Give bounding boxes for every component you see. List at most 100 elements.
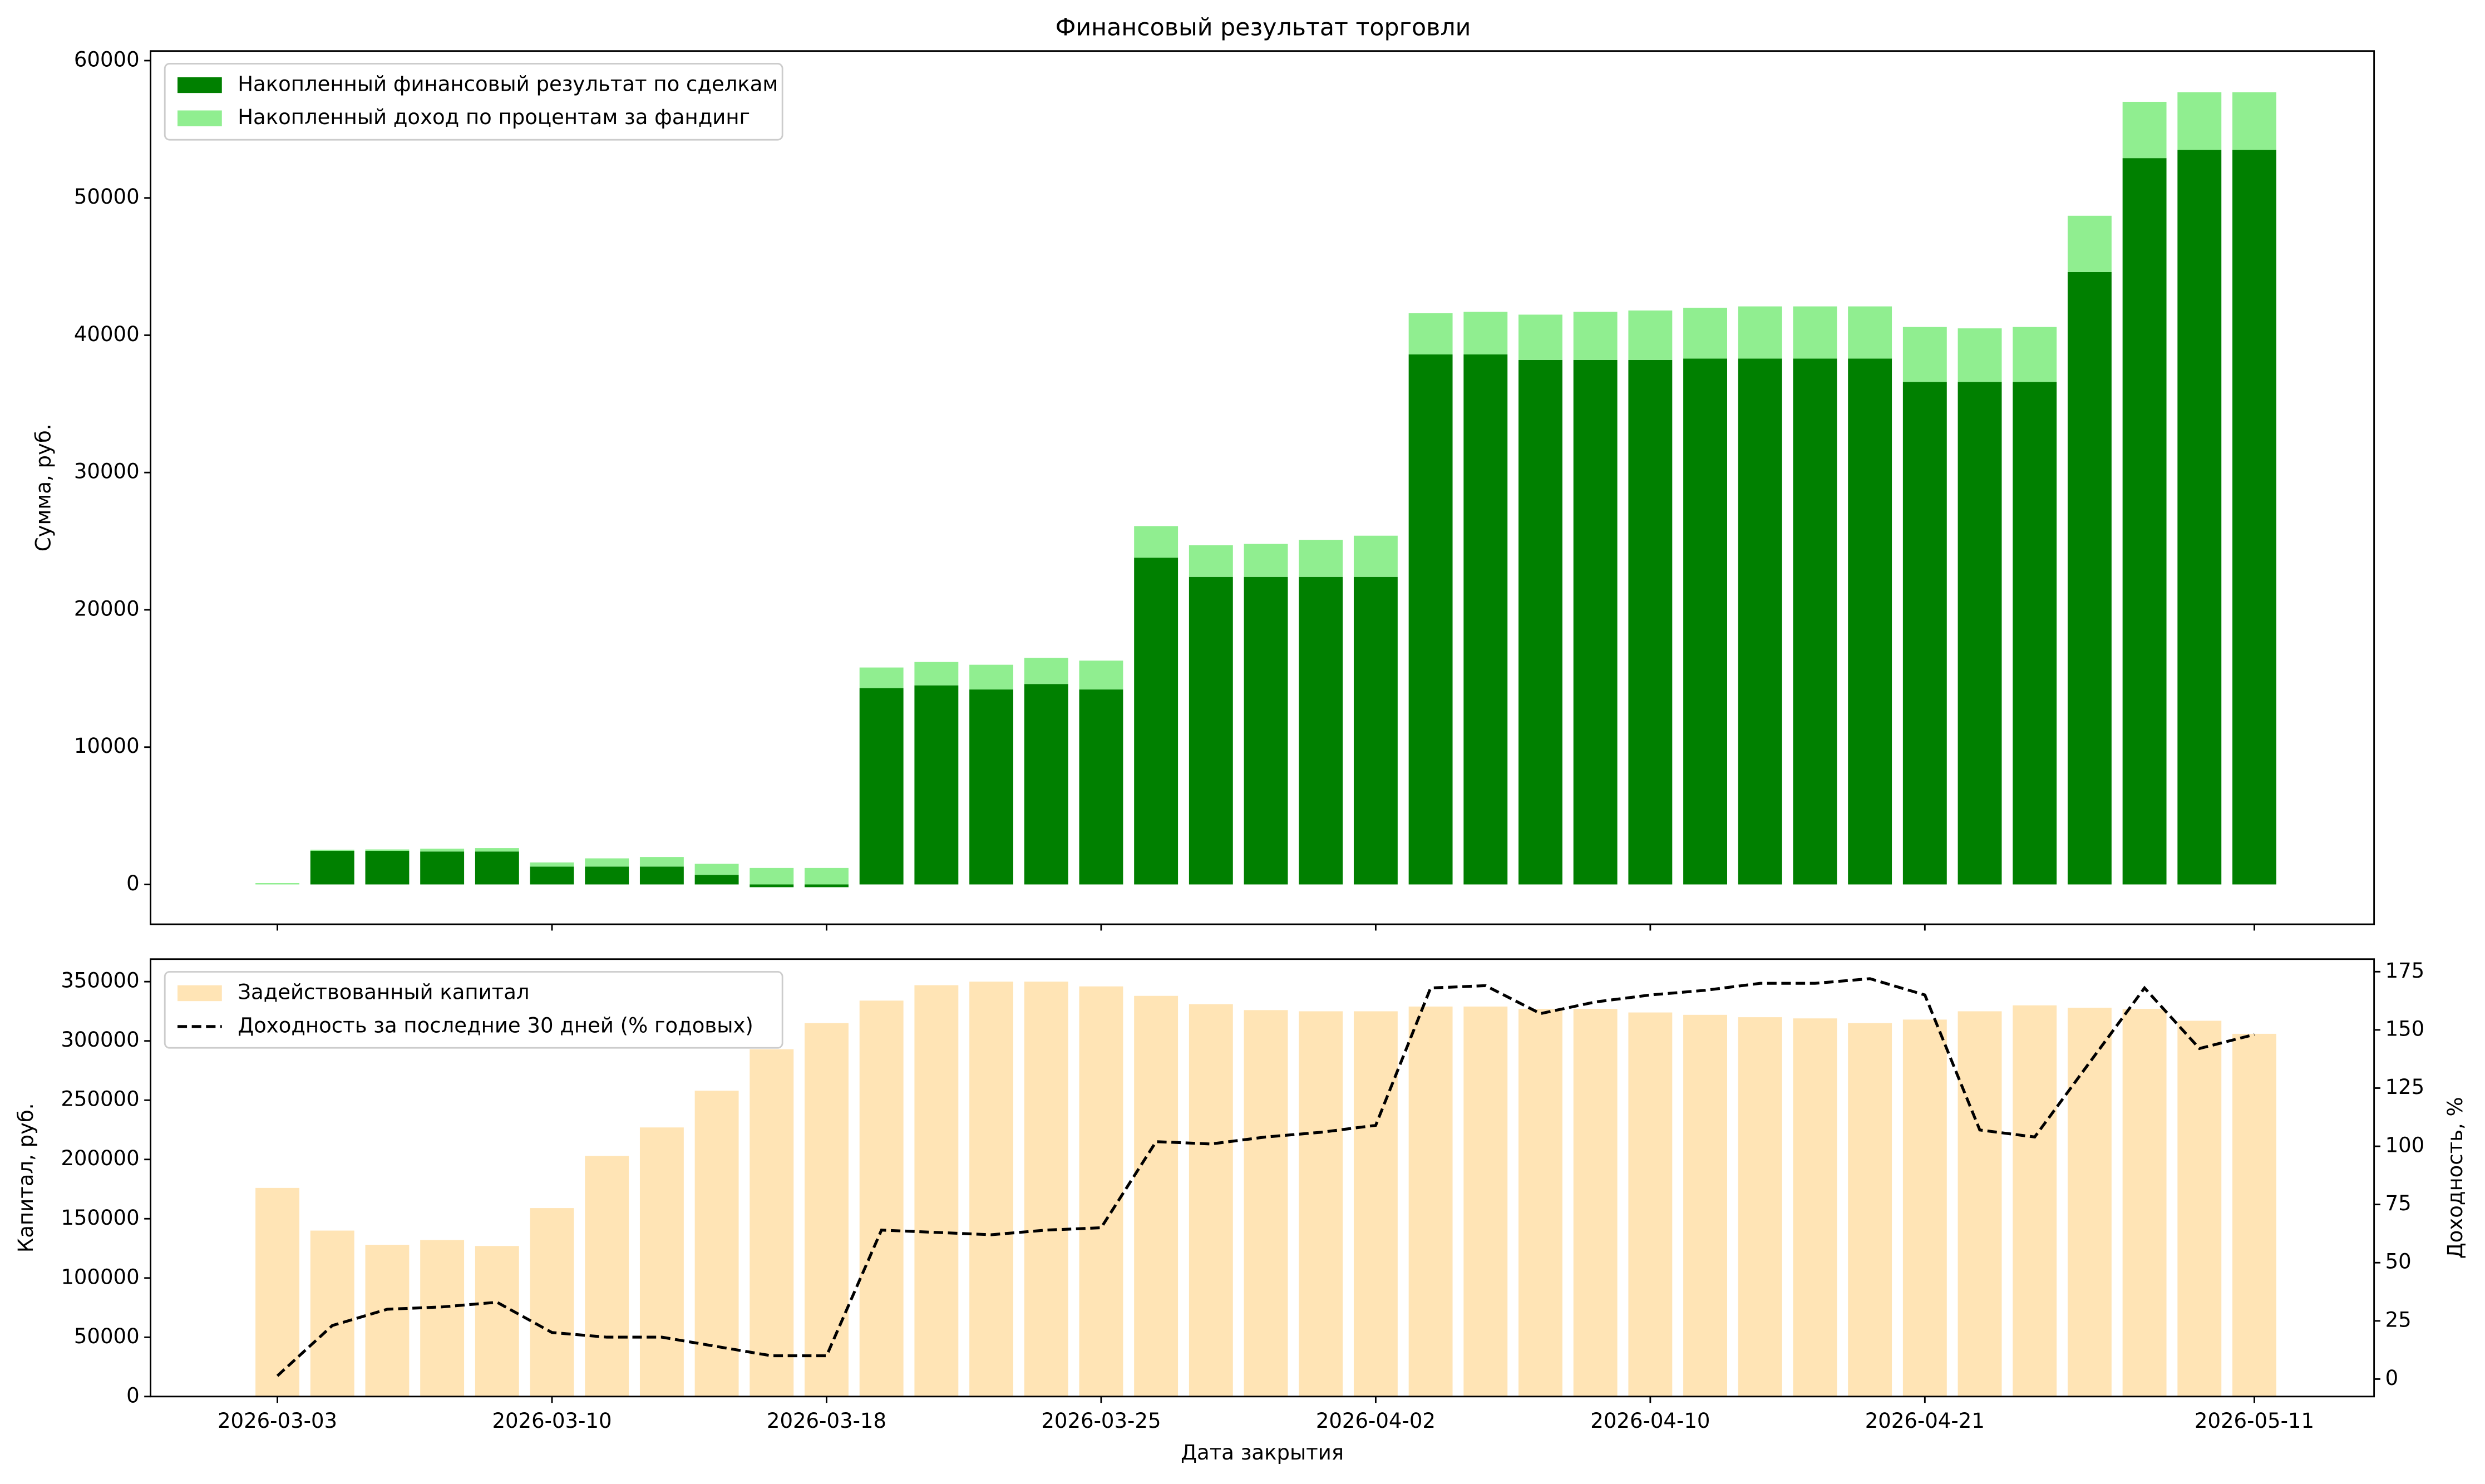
bar xyxy=(255,883,300,885)
x-tick-label: 2026-04-10 xyxy=(1590,1409,1710,1433)
bar xyxy=(2013,382,2057,885)
bar xyxy=(969,689,1014,885)
y2-tick-label: 75 xyxy=(2385,1191,2412,1215)
bar xyxy=(969,982,1014,1397)
bar xyxy=(1738,306,1782,359)
bar xyxy=(1628,310,1673,360)
legend-swatch xyxy=(178,77,222,93)
line xyxy=(276,977,2255,1377)
bar xyxy=(1244,544,1288,577)
bar xyxy=(1079,986,1123,1397)
bar xyxy=(639,866,684,885)
bar xyxy=(310,851,354,885)
legend-swatch xyxy=(178,985,222,1002)
bar xyxy=(1683,358,1728,885)
bar xyxy=(1958,328,2002,382)
bar xyxy=(2122,158,2167,885)
bar xyxy=(475,1246,519,1397)
bar xyxy=(1189,1004,1233,1397)
bar xyxy=(859,1000,904,1397)
y-axis-label: Сумма, руб. xyxy=(31,423,55,551)
bar xyxy=(1793,306,1837,359)
bar xyxy=(1353,1011,1398,1397)
bar xyxy=(1518,1009,1562,1397)
bar xyxy=(1793,358,1837,885)
legend-swatch xyxy=(178,110,222,126)
legend-label: Накопленный доход по процентам за фандин… xyxy=(238,105,750,129)
bar xyxy=(1683,1014,1728,1397)
legend-label: Доходность за последние 30 дней (% годов… xyxy=(238,1013,753,1037)
bar xyxy=(1353,576,1398,885)
bar xyxy=(750,867,794,885)
bar xyxy=(530,1208,574,1397)
bar xyxy=(310,1230,354,1397)
bar xyxy=(475,848,519,852)
bar xyxy=(1079,689,1123,885)
bar xyxy=(585,866,629,885)
bar xyxy=(420,851,465,885)
y-tick-label: 350000 xyxy=(61,969,139,993)
bar xyxy=(1244,1010,1288,1397)
bar xyxy=(1353,535,1398,577)
bar xyxy=(2013,327,2057,382)
bar xyxy=(1024,684,1068,885)
bar xyxy=(694,864,739,875)
bar xyxy=(2122,1009,2167,1397)
y-tick-label: 50000 xyxy=(74,1324,140,1348)
bar xyxy=(1299,1011,1343,1397)
y-tick-label: 30000 xyxy=(74,460,140,484)
bar xyxy=(1848,1023,1892,1397)
y2-tick-label: 25 xyxy=(2385,1308,2412,1332)
bar xyxy=(1244,576,1288,885)
bar xyxy=(639,857,684,867)
bar xyxy=(859,688,904,885)
y-tick-label: 150000 xyxy=(61,1206,139,1230)
bar xyxy=(750,884,794,888)
bar xyxy=(420,1240,465,1397)
y2-axis-label: Доходность, % xyxy=(2443,1097,2467,1259)
bar xyxy=(1958,1011,2002,1397)
bar xyxy=(1134,558,1179,885)
y-tick-label: 0 xyxy=(126,1383,140,1407)
legend-box xyxy=(164,63,783,141)
x-tick-label: 2026-04-21 xyxy=(1865,1409,1985,1433)
bar xyxy=(530,862,574,867)
bar xyxy=(1848,306,1892,359)
bar xyxy=(1408,1006,1453,1397)
y-axis-label: Капитал, руб. xyxy=(14,1103,38,1253)
bar xyxy=(1902,382,1947,885)
chart-title: Финансовый результат торговли xyxy=(1056,13,1471,41)
x-tick-label: 2026-05-11 xyxy=(2195,1409,2314,1433)
bar xyxy=(1902,327,1947,382)
y2-tick-label: 175 xyxy=(2385,959,2425,983)
bar xyxy=(2177,1020,2222,1397)
bar xyxy=(2067,272,2112,885)
bar xyxy=(475,851,519,885)
x-tick-label: 2026-04-02 xyxy=(1316,1409,1436,1433)
bar xyxy=(1079,660,1123,690)
bar xyxy=(365,849,410,851)
y2-tick-label: 50 xyxy=(2385,1250,2412,1274)
bar xyxy=(2122,101,2167,159)
bar xyxy=(1958,382,2002,885)
bar xyxy=(1628,1012,1673,1397)
bar xyxy=(969,664,1014,690)
bar xyxy=(1573,359,1618,885)
bar xyxy=(914,685,959,885)
bar xyxy=(859,667,904,688)
bar xyxy=(1299,540,1343,577)
bar xyxy=(1573,1009,1618,1397)
plot-area xyxy=(255,92,2276,888)
bar xyxy=(1463,354,1508,885)
y-tick-label: 250000 xyxy=(61,1087,139,1111)
bar xyxy=(2177,150,2222,885)
y2-tick-label: 125 xyxy=(2385,1075,2425,1099)
y-tick-label: 40000 xyxy=(74,322,140,346)
plot-area xyxy=(255,977,2276,1397)
y-tick-label: 50000 xyxy=(74,185,140,209)
x-axis-label: Дата закрытия xyxy=(1181,1441,1344,1465)
bar xyxy=(2067,1008,2112,1397)
bar xyxy=(365,1245,410,1397)
bar xyxy=(1189,545,1233,577)
